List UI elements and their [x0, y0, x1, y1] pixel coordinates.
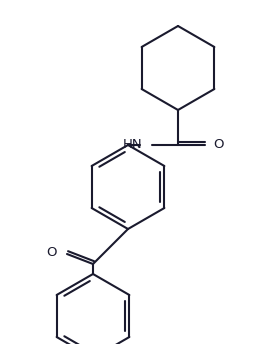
- Text: HN: HN: [122, 139, 142, 151]
- Text: O: O: [47, 246, 57, 258]
- Text: O: O: [213, 139, 224, 151]
